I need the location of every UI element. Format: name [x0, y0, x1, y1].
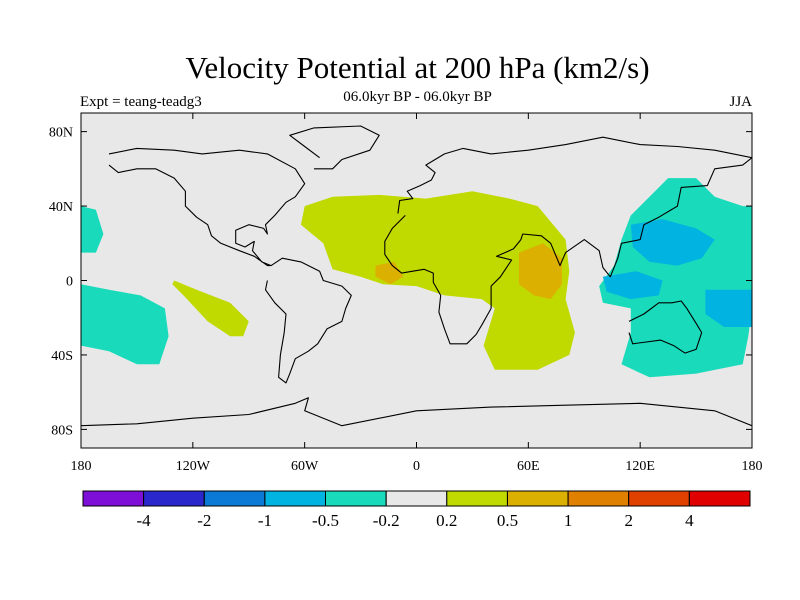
coastline-eurasia-africa — [384, 136, 752, 345]
contour-region-9 — [705, 289, 752, 327]
contour-region-1 — [172, 280, 249, 337]
colorbar-box — [82, 490, 145, 507]
contour-region-3 — [375, 261, 404, 285]
contour-region-5 — [81, 206, 104, 253]
colorbar-label: -2 — [197, 511, 211, 530]
colorbar-label: -4 — [137, 511, 152, 530]
colorbar-box — [688, 490, 751, 507]
colorbar-box — [628, 490, 690, 507]
x-tick-label: 180 — [71, 459, 92, 474]
x-tick-label: 0 — [413, 459, 420, 474]
contour-region-8 — [602, 271, 663, 300]
colorbar-box — [507, 490, 569, 507]
colorbar-label: 4 — [685, 511, 694, 530]
x-tick-label: 120E — [625, 459, 655, 474]
y-tick-label: 0 — [66, 275, 73, 290]
y-tick-label: 40S — [51, 349, 73, 364]
chart-title: Velocity Potential at 200 hPa (km2/s) — [185, 50, 650, 85]
contour-region-2 — [519, 243, 562, 300]
coastline-antarctica — [81, 397, 752, 427]
experiment-label: Expt = teang-teadg3 — [80, 94, 202, 110]
x-tick-label: 180 — [742, 459, 763, 474]
colorbar-label: 2 — [624, 511, 633, 530]
colorbar-box — [446, 490, 508, 507]
season-label: JJA — [729, 94, 752, 110]
coastline-greenland — [289, 125, 380, 170]
contour-regions — [81, 178, 752, 378]
contour-region-0 — [300, 191, 575, 370]
y-tick-label: 80S — [51, 423, 73, 438]
x-tick-label: 120W — [176, 459, 211, 474]
colorbar-box — [203, 490, 266, 507]
contour-region-4 — [81, 284, 169, 365]
colorbar-label: -1 — [258, 511, 272, 530]
colorbar-label: 0.5 — [497, 511, 518, 530]
colorbar: -4 -2 -1 -0.5 -0.2 0.2 0.5 1 2 4 — [82, 490, 751, 530]
colorbar-label: -0.5 — [312, 511, 339, 530]
colorbar-box — [264, 490, 326, 507]
y-tick-label: 80N — [49, 126, 73, 141]
map-axes: 180 120W 60W 0 60E 120E 180 80N 40N 0 40S 80S — [49, 113, 763, 474]
colorbar-box — [143, 490, 205, 507]
coastline-south-america — [264, 257, 352, 384]
colorbar-box — [385, 490, 448, 507]
coastlines — [81, 125, 752, 427]
contour-region-7 — [630, 219, 715, 266]
y-tick-label: 40N — [49, 200, 73, 215]
colorbar-box — [567, 490, 630, 507]
x-tick-label: 60W — [291, 459, 319, 474]
colorbar-label: 0.2 — [436, 511, 457, 530]
coastline-north-america — [108, 147, 306, 267]
colorbar-box — [325, 490, 387, 507]
x-tick-label: 60E — [517, 459, 540, 474]
coastline-australia — [628, 300, 703, 354]
colorbar-label: 1 — [564, 511, 573, 530]
chart-subtitle: 06.0kyr BP - 06.0kyr BP — [343, 89, 492, 105]
colorbar-label: -0.2 — [373, 511, 400, 530]
